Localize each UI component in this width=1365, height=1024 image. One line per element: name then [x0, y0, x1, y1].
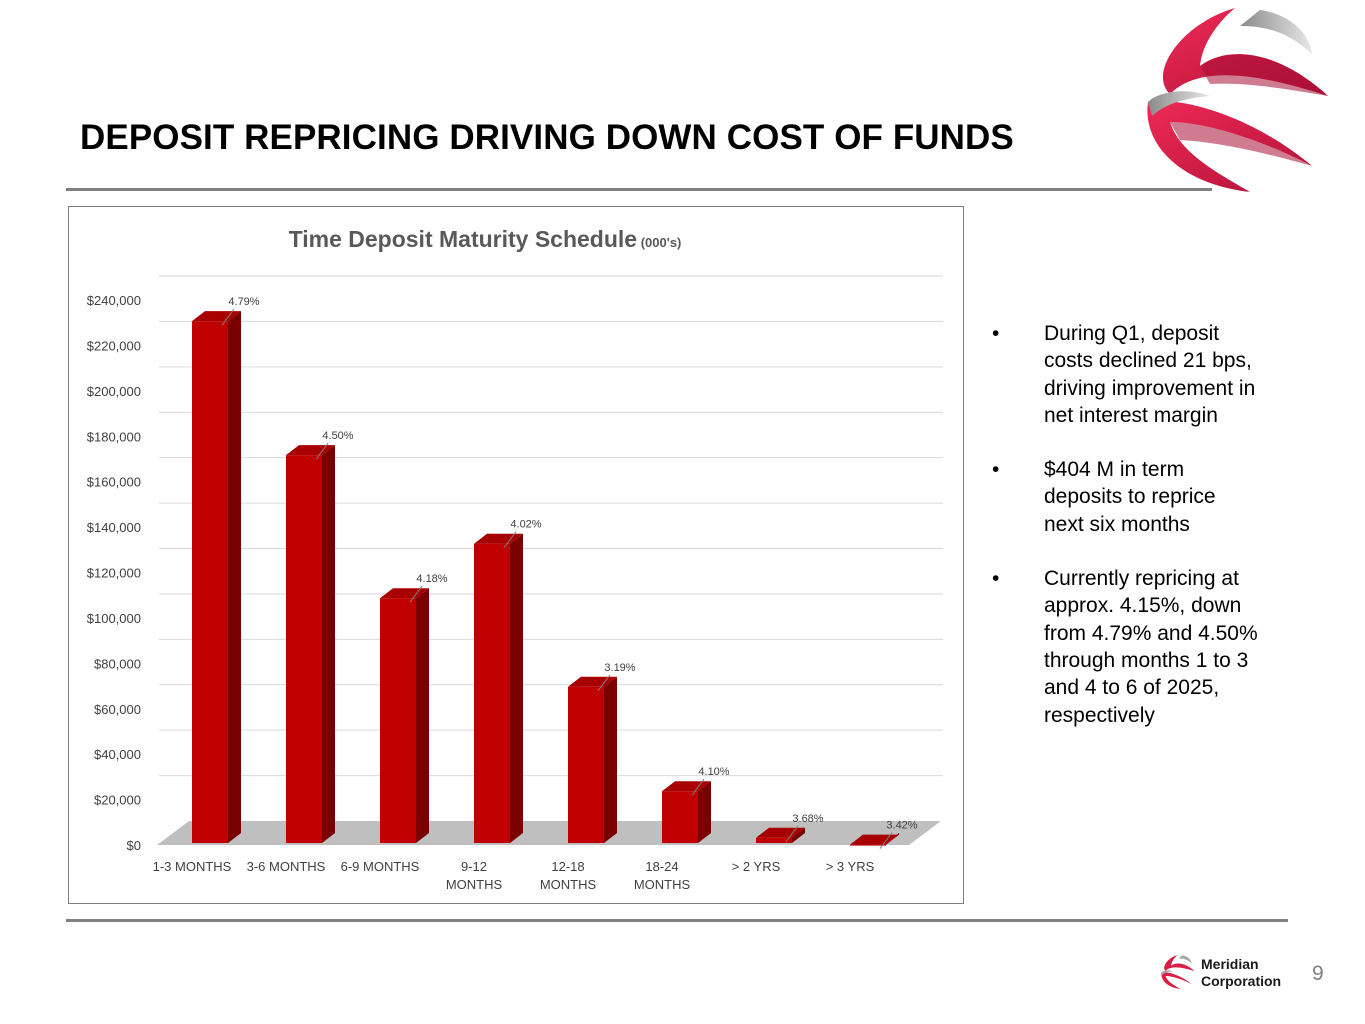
data-label: 4.02%	[510, 519, 541, 531]
bar-side	[792, 827, 805, 843]
bullet-marker: •	[992, 322, 1000, 345]
footer-company-name: Meridian Corporation	[1201, 956, 1281, 990]
y-tick-label: $100,000	[87, 611, 141, 626]
x-tick-label: 6-9 MONTHS	[341, 859, 420, 874]
data-label-leader	[315, 442, 329, 460]
x-tick-label: 3-6 MONTHS	[247, 859, 326, 874]
data-label-leader	[409, 585, 423, 603]
slide-title: DEPOSIT REPRICING DRIVING DOWN COST OF F…	[80, 118, 1014, 157]
x-tick-label: 9-12	[461, 859, 487, 874]
bar	[380, 598, 416, 843]
data-label: 3.68%	[792, 813, 823, 825]
bar-top	[286, 445, 335, 456]
bar	[286, 455, 322, 843]
y-tick-label: $80,000	[94, 656, 141, 671]
x-tick-label: 18-24	[645, 859, 678, 874]
data-label-leader	[503, 531, 517, 549]
bar-top	[662, 781, 711, 792]
y-tick-label: $180,000	[87, 429, 141, 444]
bar-top	[850, 834, 899, 845]
company-logo-icon	[1147, 8, 1328, 192]
bar-top	[756, 827, 805, 838]
y-tick-label: $160,000	[87, 475, 141, 490]
bullet-item: • During Q1, deposit costs declined 21 bp…	[990, 320, 1260, 429]
chart-floor	[157, 821, 941, 845]
x-tick-label: > 2 YRS	[732, 859, 781, 874]
chart-title-units: (000's)	[637, 235, 681, 250]
bar	[662, 791, 698, 843]
footer-divider	[66, 919, 1288, 922]
y-tick-label: $140,000	[87, 520, 141, 535]
chart-title-main: Time Deposit Maturity Schedule	[289, 226, 637, 252]
data-label: 3.19%	[604, 662, 635, 674]
y-tick-label: $20,000	[94, 793, 141, 808]
bar-side	[698, 781, 711, 843]
bar-top	[192, 311, 241, 322]
bar-top	[474, 533, 523, 544]
data-label-leader	[785, 825, 799, 843]
data-label-leader	[597, 674, 611, 692]
x-tick-label: > 3 YRS	[826, 859, 875, 874]
bar	[474, 543, 510, 843]
bar	[756, 837, 792, 843]
title-divider	[66, 188, 1212, 191]
bar	[850, 844, 886, 846]
chart-canvas: Time Deposit Maturity Schedule (000's) $0…	[87, 226, 943, 892]
data-label: 3.42%	[886, 820, 917, 832]
data-label: 4.50%	[322, 430, 353, 442]
bar-side	[228, 311, 241, 844]
company-name-line1: Meridian	[1201, 956, 1259, 972]
x-tick-label: 1-3 MONTHS	[153, 859, 232, 874]
x-tick-label: 12-18	[551, 859, 584, 874]
bullet-item: • Currently repricing at approx. 4.15%, d…	[990, 565, 1260, 729]
bullet-marker: •	[992, 458, 1000, 482]
bullet-text: $404 M in term deposits to reprice next …	[1044, 458, 1216, 536]
data-label-leader	[691, 778, 705, 796]
chart-title: Time Deposit Maturity Schedule (000's)	[289, 226, 682, 252]
y-tick-label: $240,000	[87, 293, 141, 308]
x-tick-label: MONTHS	[540, 877, 597, 892]
y-tick-label: $120,000	[87, 566, 141, 581]
company-name-line2: Corporation	[1201, 973, 1282, 989]
bar-top	[568, 676, 617, 687]
bullet-marker: •	[992, 567, 1000, 591]
bar-top	[380, 588, 429, 599]
bar-side	[322, 445, 335, 843]
y-tick-label: $60,000	[94, 702, 141, 717]
y-tick-label: $200,000	[87, 384, 141, 399]
key-points-list: • During Q1, deposit costs declined 21 bp…	[990, 320, 1260, 756]
bar-side	[416, 588, 429, 843]
data-label: 4.10%	[698, 766, 729, 778]
page-number: 9	[1312, 962, 1324, 985]
footer-logo-icon	[1161, 955, 1195, 989]
data-label-leader	[879, 832, 893, 849]
bullet-text: Currently repricing at approx. 4.15%, do…	[1044, 567, 1258, 727]
x-tick-label: MONTHS	[634, 877, 691, 892]
bar-side	[604, 676, 617, 843]
bullet-item: • $404 M in term deposits to reprice next…	[990, 456, 1260, 538]
data-label-leader	[221, 308, 235, 326]
bar	[192, 321, 228, 844]
data-label: 4.79%	[228, 296, 259, 308]
bar-side	[510, 533, 523, 843]
y-tick-label: $0	[127, 838, 141, 853]
x-tick-label: MONTHS	[446, 877, 503, 892]
y-tick-label: $220,000	[87, 338, 141, 353]
data-label: 4.18%	[416, 573, 447, 585]
bullet-text: During Q1, deposit costs declined 21 bps…	[1044, 322, 1256, 427]
y-tick-label: $40,000	[94, 747, 141, 762]
bar	[568, 686, 604, 843]
maturity-chart: Time Deposit Maturity Schedule (000's) $0…	[68, 206, 964, 904]
